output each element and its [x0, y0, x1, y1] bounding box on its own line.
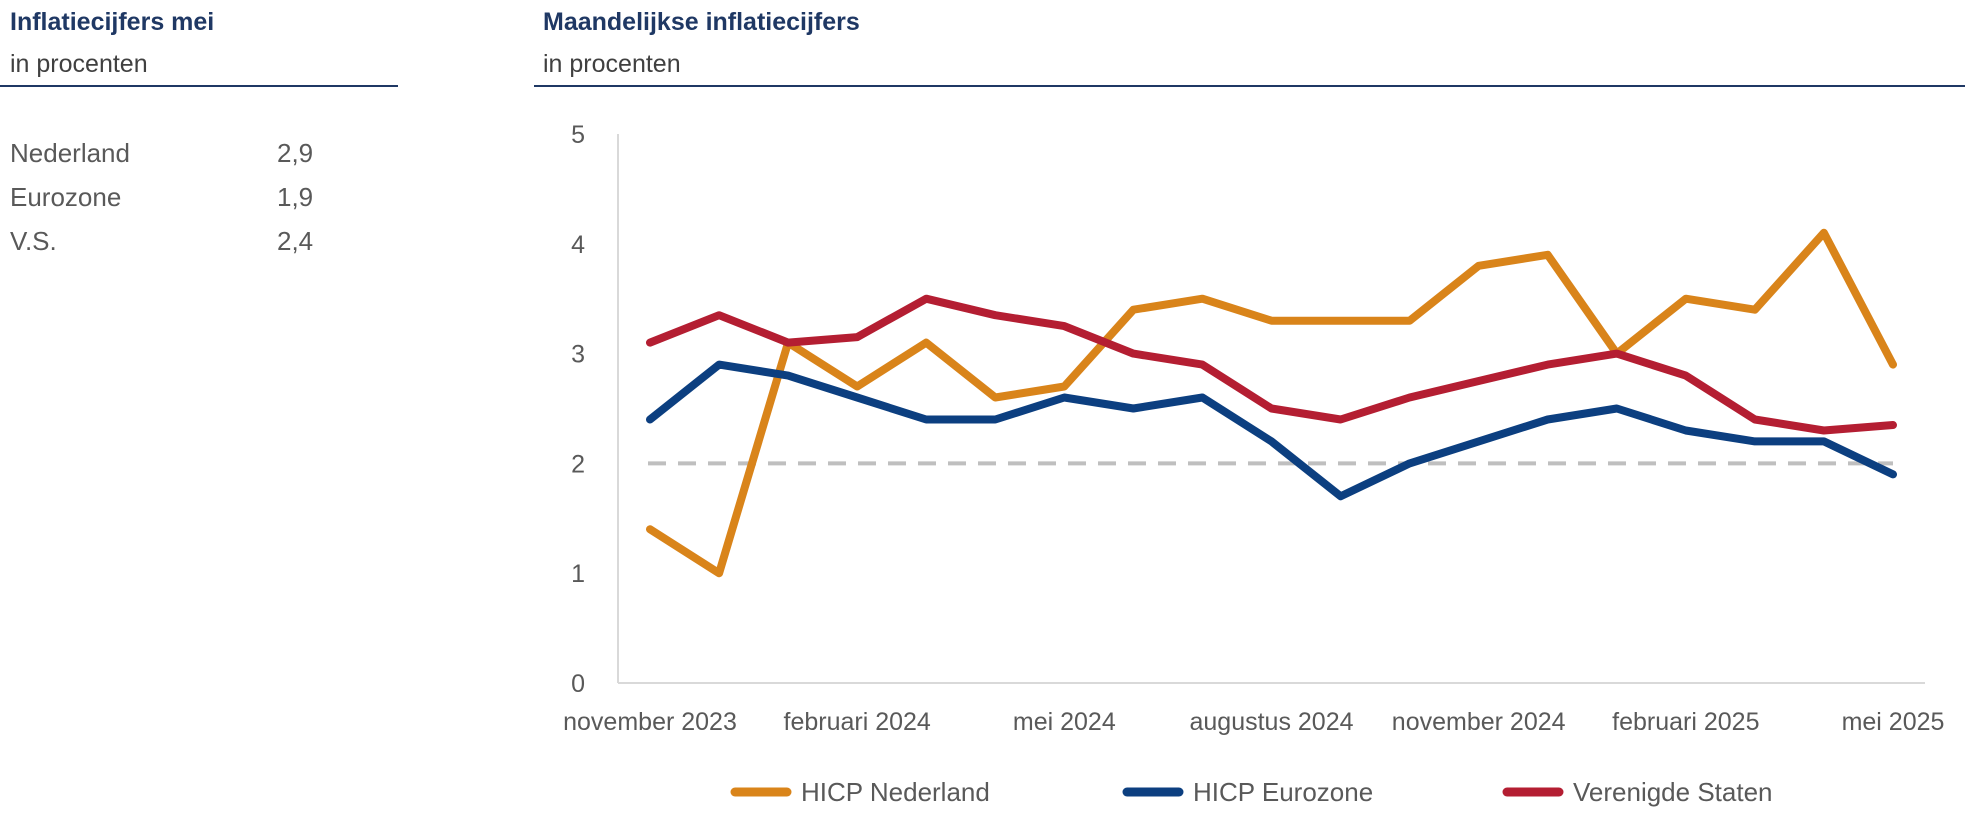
data-point-verenigde-staten: [1751, 415, 1759, 423]
x-tick-label: augustus 2024: [1189, 708, 1353, 736]
data-point-verenigde-staten: [1613, 350, 1621, 358]
data-point-verenigde-staten: [991, 311, 999, 319]
data-point-hicp-nederland: [1406, 317, 1414, 325]
data-point-hicp-nederland: [1060, 383, 1068, 391]
data-point-hicp-eurozone: [1475, 437, 1483, 445]
data-point-hicp-eurozone: [991, 415, 999, 423]
data-point-verenigde-staten: [1544, 361, 1552, 369]
data-point-hicp-nederland: [1129, 306, 1137, 314]
data-point-hicp-eurozone: [1337, 492, 1345, 500]
x-tick-label: mei 2024: [1013, 708, 1116, 736]
series-line-hicp-nederland: [646, 228, 1897, 578]
y-tick-label: 4: [571, 231, 585, 259]
y-tick-label: 5: [571, 121, 585, 149]
data-point-verenigde-staten: [1337, 415, 1345, 423]
monthly-inflation-subtitle: in procenten: [543, 50, 681, 78]
data-point-verenigde-staten: [1682, 372, 1690, 380]
data-point-verenigde-staten: [1820, 426, 1828, 434]
data-point-verenigde-staten: [1060, 322, 1068, 330]
data-point-verenigde-staten: [1198, 361, 1206, 369]
data-point-hicp-eurozone: [1406, 459, 1414, 467]
data-point-hicp-eurozone: [1544, 415, 1552, 423]
data-point-hicp-eurozone: [646, 415, 654, 423]
data-point-hicp-eurozone: [1268, 437, 1275, 445]
y-tick-label: 3: [571, 341, 585, 369]
x-tick-label: februari 2024: [784, 708, 931, 736]
data-point-hicp-nederland: [853, 383, 861, 391]
legend-label-hicp-nederland: HICP Nederland: [801, 777, 990, 807]
data-point-verenigde-staten: [922, 295, 930, 303]
data-point-hicp-nederland: [1682, 295, 1690, 303]
data-point-hicp-eurozone: [1060, 394, 1068, 402]
data-point-hicp-nederland: [1820, 229, 1828, 237]
data-point-hicp-nederland: [715, 569, 723, 577]
data-point-verenigde-staten: [1268, 405, 1275, 412]
x-tick-label: mei 2025: [1842, 708, 1945, 736]
rate-label: V.S.: [10, 226, 57, 256]
data-point-hicp-eurozone: [1751, 437, 1759, 445]
y-tick-label: 1: [571, 560, 585, 588]
data-point-hicp-nederland: [646, 525, 654, 533]
data-point-hicp-eurozone: [1682, 426, 1690, 434]
x-tick-label: november 2023: [563, 708, 737, 736]
data-point-verenigde-staten: [1889, 421, 1897, 429]
data-point-hicp-eurozone: [1889, 470, 1897, 478]
left-title-rule: [0, 85, 398, 87]
rate-value: 1,9: [277, 182, 314, 212]
legend-label-verenigde-staten: Verenigde Staten: [1573, 777, 1773, 807]
data-point-hicp-eurozone: [853, 394, 861, 402]
data-point-hicp-nederland: [1544, 251, 1552, 259]
data-point-hicp-eurozone: [784, 372, 792, 380]
data-point-verenigde-staten: [853, 333, 861, 341]
data-point-hicp-nederland: [991, 394, 999, 402]
x-tick-label: november 2024: [1392, 708, 1566, 736]
data-point-verenigde-staten: [646, 339, 654, 347]
data-point-hicp-eurozone: [715, 361, 723, 369]
y-tick-label: 0: [571, 670, 585, 698]
monthly-inflation-title: Maandelijkse inflatiecijfers: [543, 8, 860, 36]
y-tick-label: 2: [571, 450, 585, 478]
inflation-may-subtitle: in procenten: [10, 50, 148, 78]
data-point-hicp-nederland: [1198, 295, 1206, 303]
data-point-hicp-nederland: [1889, 361, 1897, 369]
rate-label: Eurozone: [10, 182, 122, 212]
data-point-hicp-nederland: [922, 339, 930, 347]
data-point-hicp-nederland: [1751, 306, 1759, 314]
data-point-verenigde-staten: [1475, 377, 1483, 385]
data-point-hicp-eurozone: [922, 415, 930, 423]
x-tick-label: februari 2025: [1612, 708, 1759, 736]
data-point-verenigde-staten: [715, 311, 723, 319]
legend-label-hicp-eurozone: HICP Eurozone: [1193, 777, 1373, 807]
data-point-hicp-nederland: [1268, 317, 1275, 325]
data-point-verenigde-staten: [784, 339, 792, 347]
data-point-hicp-eurozone: [1129, 405, 1137, 412]
data-point-hicp-nederland: [1475, 262, 1483, 270]
data-point-hicp-eurozone: [1613, 405, 1621, 412]
data-point-hicp-nederland: [1337, 317, 1345, 325]
inflation-may-title: Inflatiecijfers mei: [10, 8, 215, 36]
rate-value: 2,4: [277, 226, 314, 256]
right-title-rule: [534, 85, 1965, 87]
data-point-hicp-eurozone: [1198, 394, 1206, 402]
data-point-verenigde-staten: [1406, 394, 1414, 402]
rate-value: 2,9: [277, 138, 314, 168]
data-point-verenigde-staten: [1129, 350, 1137, 358]
rate-label: Nederland: [10, 138, 130, 168]
data-point-hicp-eurozone: [1820, 437, 1828, 445]
